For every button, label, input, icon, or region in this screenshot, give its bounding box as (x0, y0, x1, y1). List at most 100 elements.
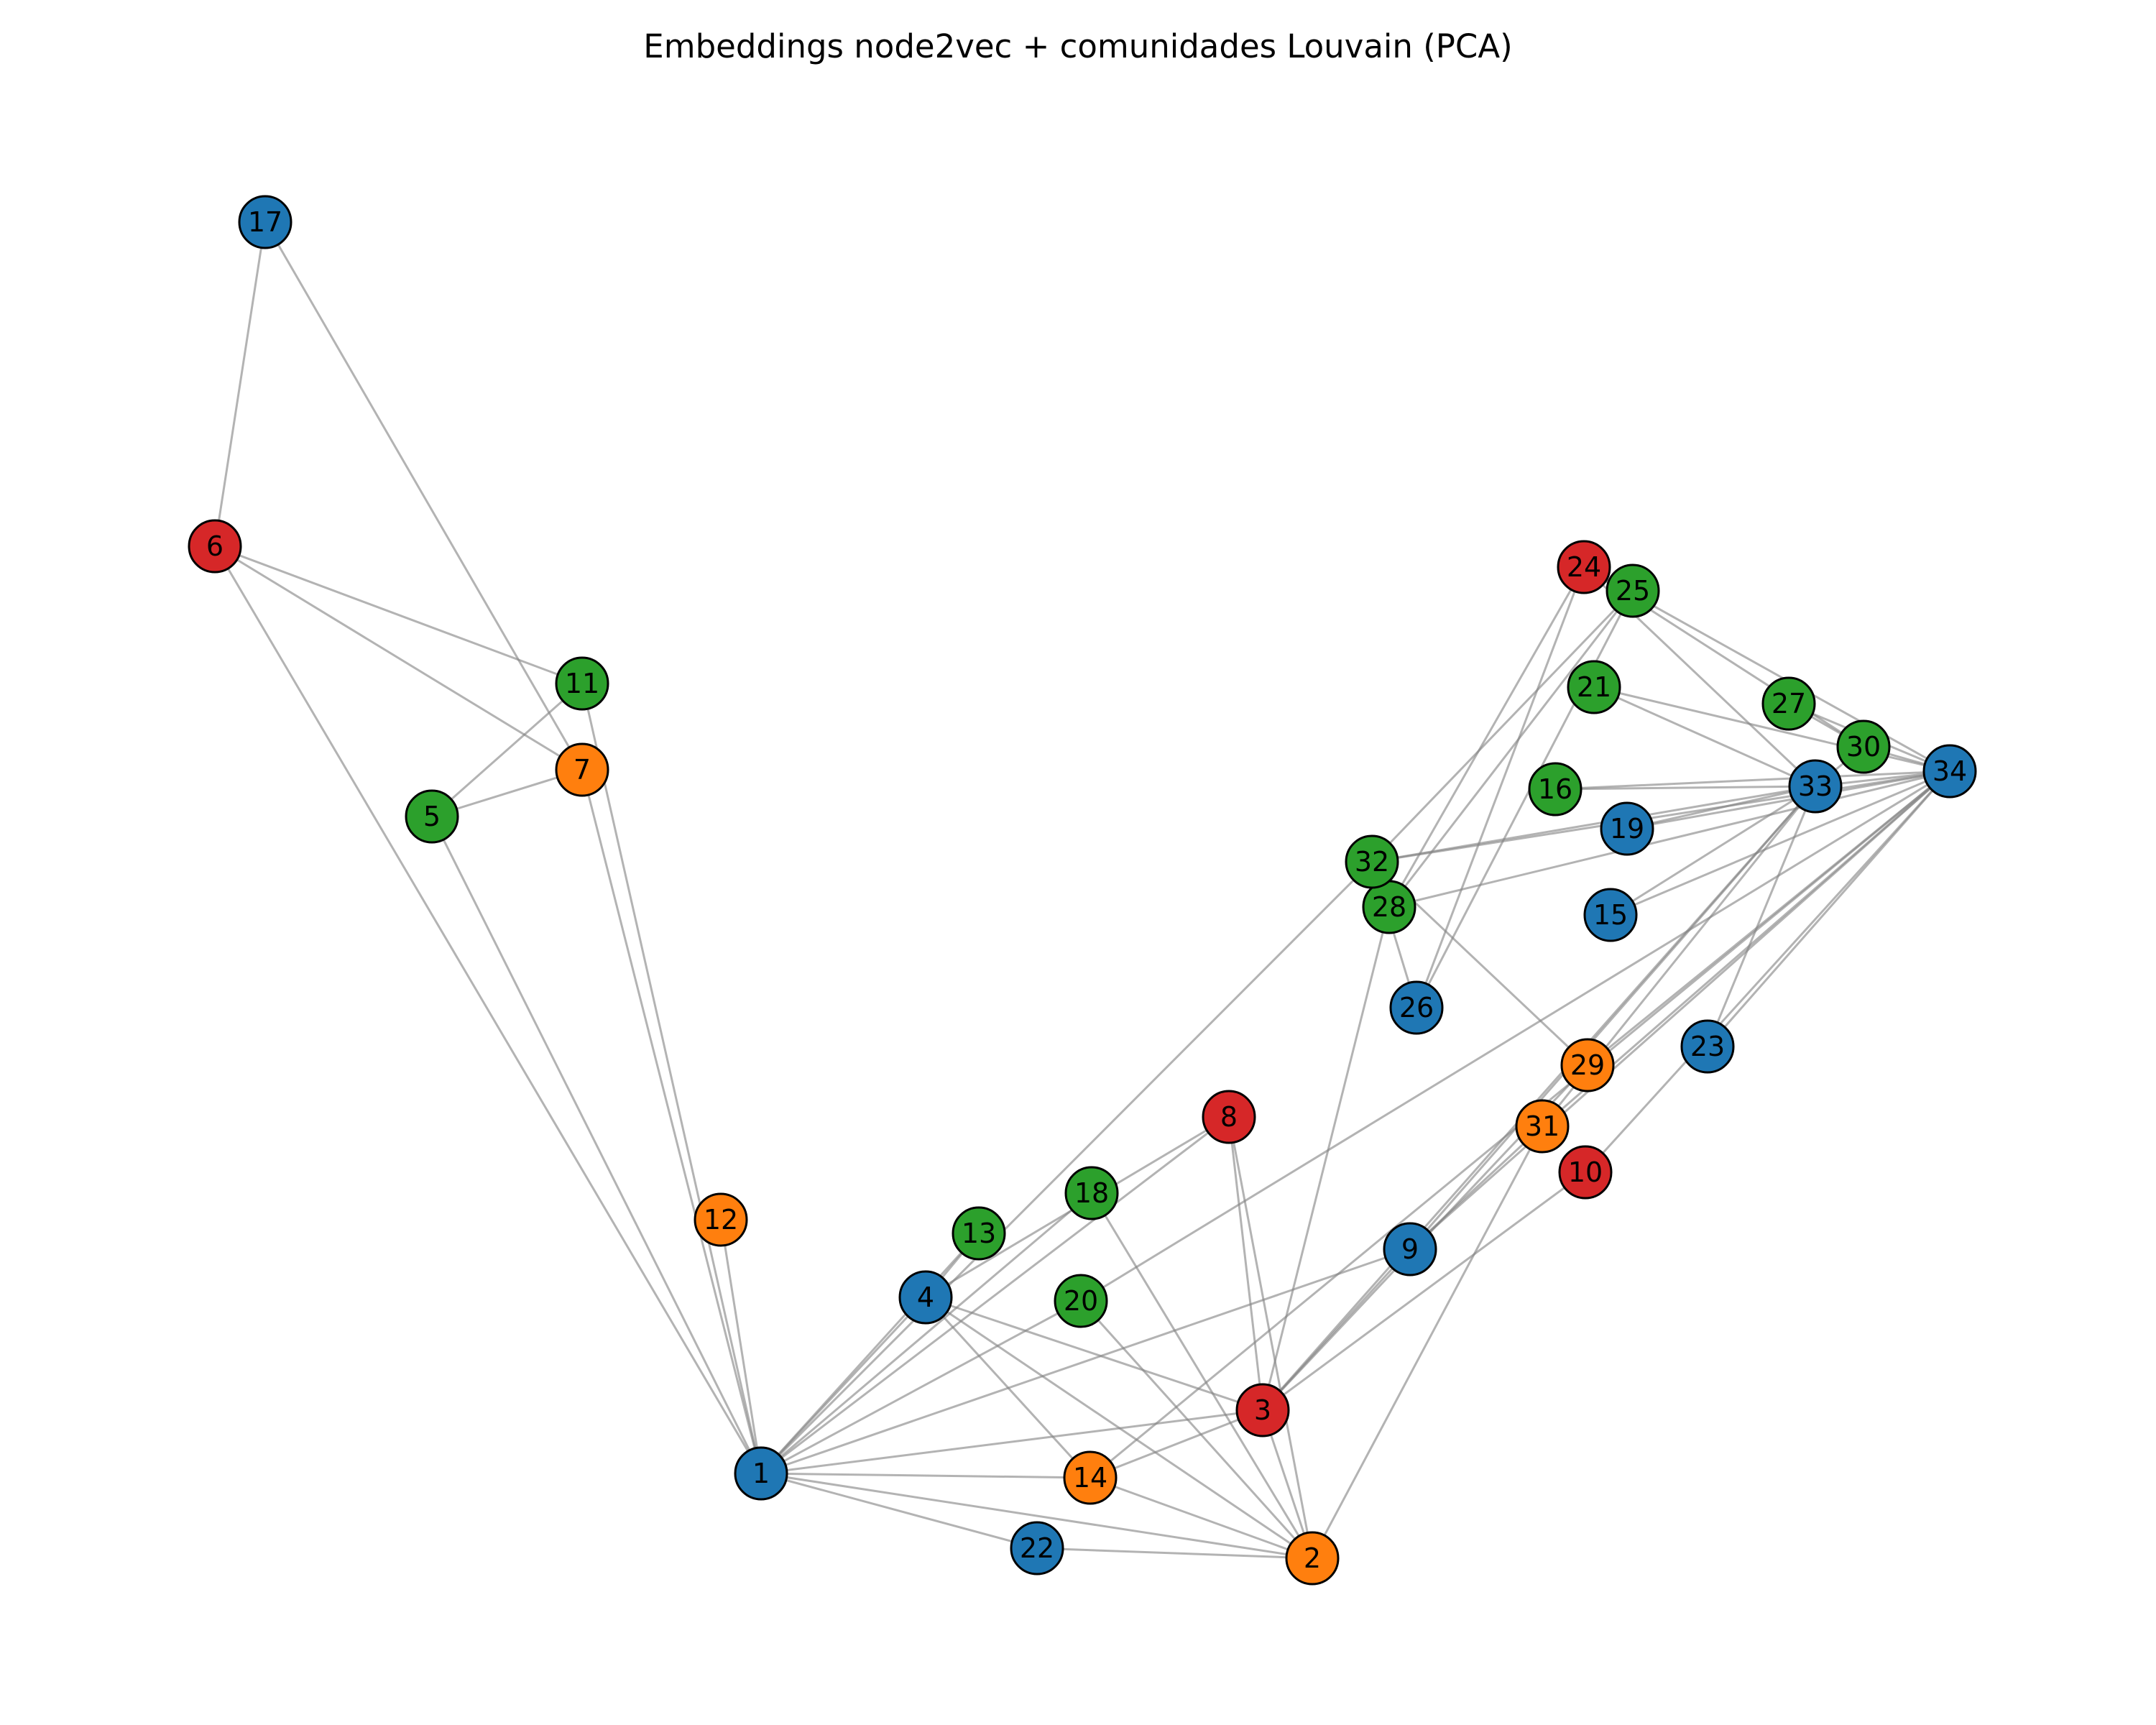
node-label: 2 (1304, 1542, 1321, 1574)
edge-1-20 (760, 1300, 1082, 1475)
node-34: 34 (1922, 744, 1977, 799)
node-6: 6 (188, 519, 242, 574)
node-label: 17 (248, 206, 282, 238)
node-label: 4 (917, 1282, 934, 1313)
node-label: 3 (1254, 1394, 1271, 1426)
node-label: 20 (1064, 1285, 1098, 1317)
node-circle (1235, 1383, 1290, 1438)
node-16: 16 (1528, 762, 1583, 816)
node-circle (1567, 660, 1621, 714)
node-circle (1606, 564, 1660, 618)
node-5: 5 (405, 789, 459, 844)
node-label: 10 (1568, 1156, 1603, 1188)
node-4: 4 (898, 1270, 953, 1325)
node-label: 5 (423, 801, 441, 832)
edge-2-31 (1311, 1126, 1544, 1559)
node-circle (1389, 980, 1444, 1035)
node-label: 13 (962, 1218, 996, 1249)
node-22: 22 (1010, 1521, 1064, 1576)
node-label: 27 (1772, 688, 1806, 719)
edge-1-2 (760, 1472, 1313, 1560)
node-circle (1054, 1274, 1108, 1328)
node-label: 18 (1074, 1177, 1109, 1209)
edge-3-4 (925, 1296, 1263, 1412)
node-label: 22 (1020, 1532, 1054, 1564)
node-circle (1761, 676, 1816, 731)
node-10: 10 (1558, 1145, 1613, 1200)
node-13: 13 (952, 1206, 1006, 1261)
edge-6-11 (214, 545, 583, 685)
edge-3-14 (1089, 1409, 1263, 1479)
edge-2-20 (1079, 1300, 1314, 1560)
node-26: 26 (1389, 980, 1444, 1035)
edge-23-33 (1706, 786, 1817, 1047)
edge-2-4 (925, 1296, 1313, 1560)
node-circle (555, 742, 609, 797)
node-circle (952, 1206, 1006, 1261)
node-21: 21 (1567, 660, 1621, 714)
node-label: 6 (206, 530, 224, 562)
node-label: 31 (1525, 1110, 1560, 1142)
edge-32-34 (1371, 770, 1950, 863)
node-circle (1557, 540, 1611, 594)
edge-1-9 (760, 1248, 1411, 1475)
node-20: 20 (1054, 1274, 1108, 1328)
node-24: 24 (1557, 540, 1611, 594)
edge-6-7 (214, 545, 583, 771)
edge-10-34 (1584, 770, 1951, 1174)
edge-25-32 (1370, 589, 1634, 863)
node-circle (1560, 1038, 1615, 1092)
node-label: 21 (1577, 671, 1611, 703)
node-label: 23 (1690, 1031, 1725, 1062)
edge-15-33 (1610, 785, 1816, 916)
node-3: 3 (1235, 1383, 1290, 1438)
node-label: 7 (573, 754, 591, 786)
node-label: 15 (1593, 899, 1628, 931)
node-circle (555, 656, 609, 711)
edge-25-28 (1388, 590, 1634, 908)
node-15: 15 (1583, 888, 1638, 942)
node-label: 32 (1355, 846, 1389, 878)
node-25: 25 (1606, 564, 1660, 618)
edge-16-34 (1554, 770, 1950, 791)
node-11: 11 (555, 656, 609, 711)
edge-21-34 (1593, 686, 1950, 773)
edge-5-11 (431, 682, 583, 818)
edge-6-17 (213, 221, 267, 547)
node-label: 1 (752, 1458, 770, 1489)
node-circle (238, 195, 292, 249)
edge-29-34 (1587, 770, 1950, 1067)
node-18: 18 (1064, 1166, 1119, 1220)
node-circle (1600, 801, 1654, 856)
edge-1-11 (581, 683, 763, 1474)
node-label: 29 (1570, 1049, 1605, 1081)
node-label: 11 (565, 668, 599, 699)
node-1: 1 (734, 1446, 788, 1501)
node-31: 31 (1515, 1099, 1570, 1154)
node-28: 28 (1362, 880, 1416, 934)
edge-9-33 (1409, 786, 1817, 1250)
node-circle (1010, 1521, 1064, 1576)
node-label: 30 (1846, 731, 1881, 763)
node-circle (405, 789, 459, 844)
node-circle (1788, 759, 1843, 814)
node-19: 19 (1600, 801, 1654, 856)
edge-3-10 (1262, 1171, 1586, 1412)
edge-1-12 (719, 1219, 763, 1474)
edge-7-17 (264, 221, 584, 770)
node-9: 9 (1383, 1222, 1437, 1276)
node-8: 8 (1202, 1090, 1256, 1144)
edge-3-8 (1227, 1116, 1264, 1411)
edges-layer (213, 221, 1951, 1560)
edge-1-3 (760, 1409, 1263, 1475)
node-label: 33 (1798, 770, 1833, 802)
node-27: 27 (1761, 676, 1816, 731)
node-circle (1528, 762, 1583, 816)
node-circle (1383, 1222, 1437, 1276)
node-32: 32 (1345, 834, 1399, 889)
node-29: 29 (1560, 1038, 1615, 1092)
node-circle (1515, 1099, 1570, 1154)
node-23: 23 (1680, 1019, 1735, 1074)
